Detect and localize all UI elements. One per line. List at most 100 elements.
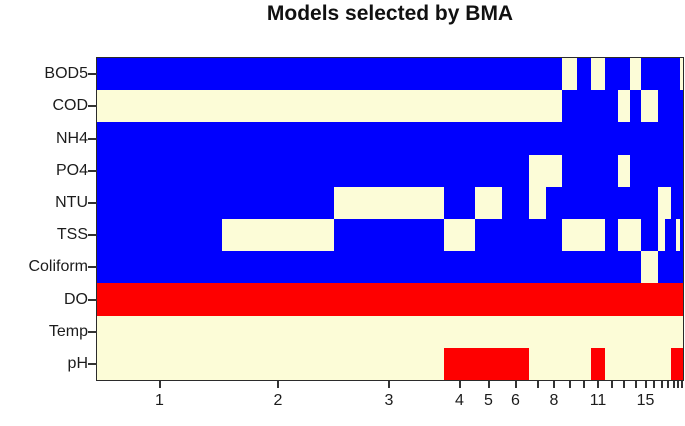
heatmap-cell <box>222 154 334 187</box>
heatmap-cell <box>502 283 529 316</box>
heatmap-cell <box>650 219 658 252</box>
heatmap-cell <box>630 283 641 316</box>
heatmap-cell <box>671 122 676 155</box>
heatmap-cell <box>577 122 591 155</box>
heatmap-cell <box>676 315 680 348</box>
heatmap-cell <box>680 251 683 284</box>
heatmap-cell <box>680 154 683 187</box>
heatmap-cell <box>671 219 676 252</box>
heatmap-cell <box>641 251 650 284</box>
heatmap-cell <box>671 283 676 316</box>
heatmap-cell <box>618 58 630 91</box>
heatmap-cell <box>222 58 334 91</box>
heatmap-cell <box>658 122 665 155</box>
heatmap-cell <box>630 154 641 187</box>
heatmap-cell <box>562 122 577 155</box>
heatmap-cell <box>665 251 671 284</box>
heatmap-cell <box>676 90 680 123</box>
x-axis-tick <box>553 381 555 388</box>
heatmap-cell <box>562 154 577 187</box>
heatmap-cell <box>502 154 529 187</box>
x-axis-label-5: 5 <box>484 392 493 409</box>
heatmap-cell <box>671 58 676 91</box>
heatmap-cell <box>618 347 630 381</box>
heatmap-cell <box>680 219 683 252</box>
heatmap-cell <box>562 283 577 316</box>
heatmap-cell <box>97 154 222 187</box>
heatmap-row-TSS <box>97 219 683 252</box>
heatmap-cell <box>650 347 658 381</box>
heatmap-cell <box>671 186 676 220</box>
heatmap-cell <box>658 186 665 220</box>
heatmap-cell <box>591 90 605 123</box>
heatmap-cell <box>562 186 577 220</box>
heatmap-cell <box>475 122 502 155</box>
heatmap-cell <box>650 251 658 284</box>
heatmap-cell <box>97 122 222 155</box>
heatmap-cell <box>529 347 546 381</box>
x-axis-tick <box>158 381 161 388</box>
heatmap-cell <box>334 154 444 187</box>
x-axis-tick <box>597 381 599 388</box>
heatmap-cell <box>222 347 334 381</box>
heatmap-cell <box>334 58 444 91</box>
x-axis-tick <box>634 381 637 388</box>
heatmap-cell <box>658 90 665 123</box>
heatmap-cell <box>546 58 562 91</box>
heatmap-cell <box>671 90 676 123</box>
heatmap-cell <box>222 122 334 155</box>
y-axis-tick <box>88 362 97 365</box>
heatmap-cell <box>665 283 671 316</box>
heatmap-cell <box>334 122 444 155</box>
y-axis-label-COD: COD <box>52 97 88 115</box>
y-axis-tick <box>88 266 97 269</box>
heatmap-cell <box>676 154 680 187</box>
heatmap-cell <box>577 58 591 91</box>
heatmap-cell <box>650 58 658 91</box>
heatmap-cell <box>650 283 658 316</box>
y-axis-label-TSS: TSS <box>56 226 88 244</box>
heatmap-cell <box>680 347 683 381</box>
heatmap-cell <box>641 219 650 252</box>
heatmap-cell <box>334 347 444 381</box>
heatmap-cell <box>529 122 546 155</box>
heatmap-cell <box>529 219 546 252</box>
heatmap-cell <box>671 315 676 348</box>
heatmap-cell <box>334 219 444 252</box>
heatmap-cell <box>475 347 502 381</box>
heatmap-cell <box>546 90 562 123</box>
heatmap-cell <box>680 90 683 123</box>
heatmap-cell <box>618 251 630 284</box>
heatmap-row-COD <box>97 90 683 123</box>
heatmap-cell <box>529 154 546 187</box>
heatmap-cell <box>577 186 591 220</box>
heatmap-cell <box>676 186 680 220</box>
heatmap-cell <box>444 219 475 252</box>
heatmap-cell <box>658 251 665 284</box>
heatmap-cell <box>475 58 502 91</box>
y-axis-tick <box>88 169 97 172</box>
heatmap-cell <box>641 315 650 348</box>
heatmap-cell <box>591 186 605 220</box>
y-axis-label-NH4: NH4 <box>55 129 88 147</box>
y-axis-label-pH: pH <box>67 354 88 372</box>
heatmap-cell <box>475 90 502 123</box>
heatmap-cell <box>641 186 650 220</box>
heatmap-cell <box>444 186 475 220</box>
heatmap-cell <box>502 90 529 123</box>
heatmap-cell <box>577 219 591 252</box>
heatmap-cell <box>546 122 562 155</box>
heatmap-cell <box>334 251 444 284</box>
y-axis-tick <box>88 137 97 140</box>
heatmap-cell <box>97 219 222 252</box>
y-axis-label-PO4: PO4 <box>55 161 88 179</box>
heatmap-cell <box>671 251 676 284</box>
y-axis-label-BOD5: BOD5 <box>44 65 88 83</box>
heatmap-cell <box>676 122 680 155</box>
heatmap-cell <box>97 186 222 220</box>
heatmap-cell <box>650 122 658 155</box>
heatmap-cell <box>502 347 529 381</box>
x-axis-tick <box>487 381 490 388</box>
heatmap-cell <box>475 154 502 187</box>
